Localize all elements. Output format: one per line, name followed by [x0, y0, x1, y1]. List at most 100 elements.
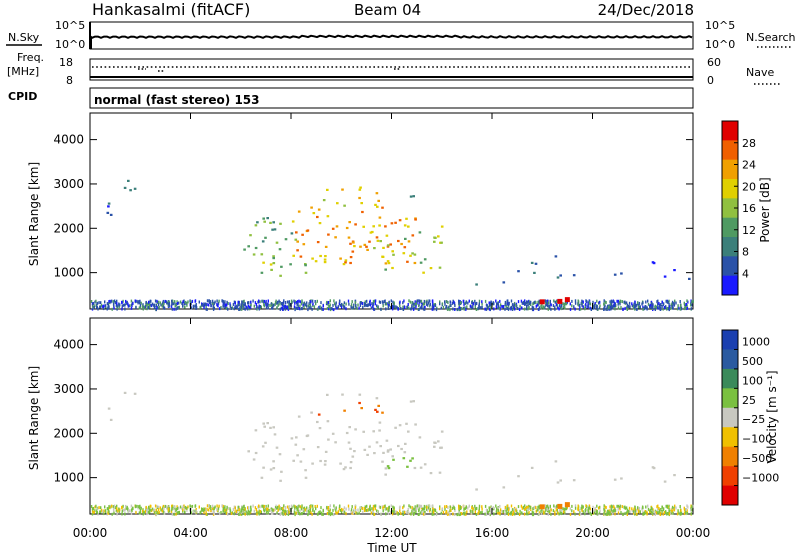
velocity-cell: [139, 511, 142, 515]
velocity-cell: [220, 511, 222, 514]
velocity-cell: [354, 428, 357, 431]
velocity-cell: [266, 422, 269, 425]
power-cell: [402, 252, 406, 255]
power-cell: [471, 301, 473, 305]
velocity-cell: [496, 507, 498, 511]
velocity-cell: [564, 505, 567, 509]
power-cell: [106, 211, 110, 214]
velocity-cell: [123, 391, 127, 394]
velocity-cell: [191, 504, 194, 508]
power-cell: [624, 300, 626, 304]
velocity-cell: [377, 511, 379, 514]
power-cell: [334, 236, 337, 239]
power-cell: [633, 302, 635, 306]
velocity-cell: [93, 510, 95, 514]
power-cell: [296, 307, 299, 310]
power-cell: [299, 304, 301, 308]
power-cell: [464, 302, 466, 306]
power-cell: [617, 306, 620, 310]
velocity-cell: [104, 509, 107, 513]
velocity-cell: [125, 504, 127, 508]
velocity-cell: [609, 512, 612, 516]
velocity-cell: [603, 511, 605, 515]
power-cell: [283, 305, 285, 309]
velocity-cell: [378, 429, 381, 432]
velocity-cell: [133, 392, 137, 395]
velocity-cell: [610, 508, 613, 512]
velocity-cell: [395, 510, 397, 514]
power-cell: [598, 306, 601, 310]
velocity-cell: [96, 507, 98, 511]
power-cell: [360, 202, 363, 205]
power-cell: [184, 305, 186, 309]
power-cell: [156, 306, 158, 310]
velocity-cell: [527, 505, 529, 509]
power-cell: [277, 300, 279, 304]
velocity-cell: [268, 508, 270, 512]
power-cell: [143, 306, 145, 310]
velocity-cell: [214, 505, 216, 509]
velocity-cell: [392, 458, 395, 461]
power-cell: [94, 304, 96, 308]
velocity-cell: [631, 507, 633, 511]
power-cell: [419, 299, 421, 303]
power-cell: [413, 304, 415, 308]
velocity-cell: [497, 507, 499, 510]
power-cell: [271, 306, 273, 310]
power-cell: [410, 307, 412, 311]
velocity-cell: [429, 472, 433, 475]
power-cell: [288, 300, 290, 304]
velocity-cell: [272, 426, 275, 429]
velocity-cell: [596, 512, 598, 516]
noise-right-label: N.Search: [746, 31, 796, 44]
velocity-cell: [112, 505, 115, 509]
velocity-cell: [582, 505, 584, 509]
power-cell: [348, 302, 350, 306]
velocity-cell: [357, 508, 359, 512]
velocity-cell: [173, 512, 175, 516]
velocity-cell: [543, 511, 545, 515]
velocity-cell: [203, 507, 205, 511]
power-cell: [295, 231, 298, 234]
power-cell: [297, 302, 299, 306]
velocity-cell: [405, 422, 408, 425]
power-cell: [339, 257, 342, 260]
velocity-cell: [336, 511, 338, 515]
power-cell: [91, 307, 94, 311]
power-cell: [418, 304, 420, 308]
power-cell: [366, 299, 368, 303]
power-cell: [466, 305, 468, 309]
velocity-cell: [327, 506, 330, 509]
velocity-cell: [226, 512, 228, 515]
velocity-cell: [374, 408, 377, 411]
velocity-cell: [613, 509, 615, 513]
velocity-cell: [635, 508, 638, 512]
power-cell: [279, 274, 282, 277]
velocity-cell: [341, 393, 344, 396]
power-cell: [658, 302, 660, 305]
velocity-cell: [359, 509, 362, 512]
velocity-cell: [554, 512, 556, 516]
power-cell: [306, 301, 308, 305]
power-cell: [355, 304, 357, 307]
power-cell: [502, 305, 505, 308]
velocity-cell: [333, 513, 335, 517]
velocity-cell: [208, 508, 210, 512]
power-cell: [545, 301, 547, 305]
power-cell: [381, 206, 384, 209]
velocity-cell: [506, 507, 508, 511]
power-cell: [387, 262, 391, 265]
power-cell: [603, 299, 605, 303]
power-cell: [382, 304, 384, 308]
power-cell: [517, 307, 519, 310]
power-cell: [303, 305, 305, 309]
power-cell: [138, 300, 140, 304]
power-cell: [628, 301, 631, 305]
velocity-cell: [171, 504, 173, 508]
power-cell: [262, 217, 265, 220]
power-cell: [210, 304, 212, 308]
power-cell: [657, 299, 659, 303]
power-cell: [107, 205, 110, 208]
power-cell: [617, 299, 619, 303]
